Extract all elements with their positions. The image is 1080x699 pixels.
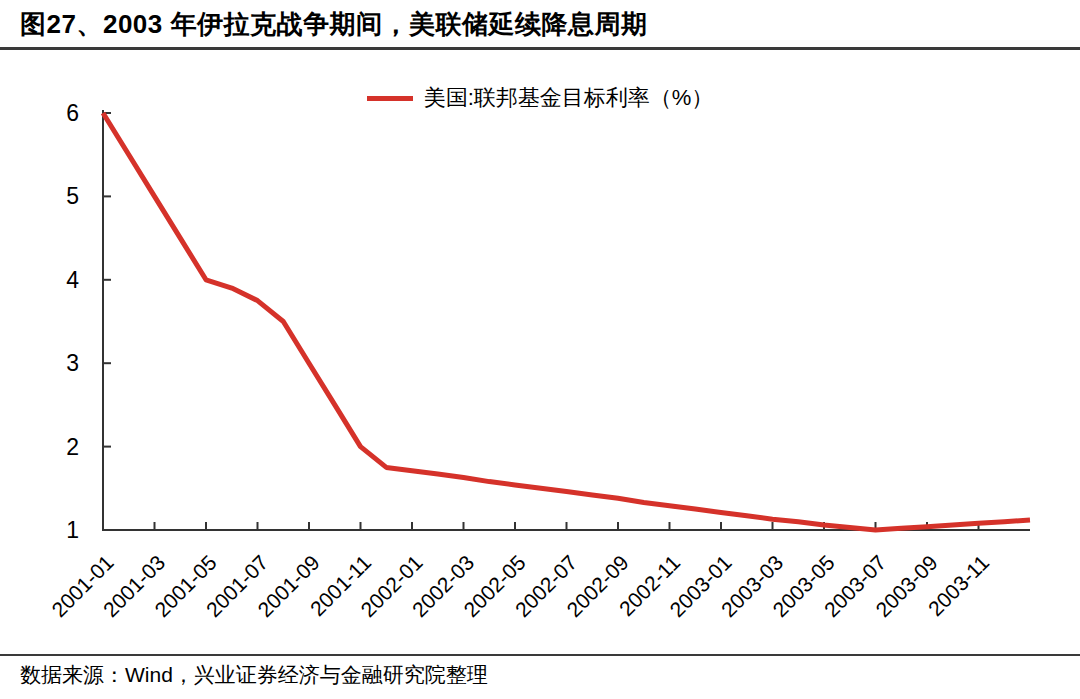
figure-panel: 图27、2003 年伊拉克战争期间，美联储延续降息周期 美国:联邦基金目标利率（… — [0, 0, 1080, 699]
y-tick-label: 4 — [66, 267, 79, 293]
y-tick-label: 3 — [66, 350, 79, 376]
footer-divider — [0, 654, 1080, 656]
y-tick-label: 5 — [66, 183, 79, 209]
y-tick-label: 1 — [66, 517, 79, 543]
y-tick-label: 6 — [66, 100, 79, 126]
line-chart: 1234562001-012001-032001-052001-072001-0… — [0, 0, 1080, 699]
data-source: 数据来源：Wind，兴业证券经济与金融研究院整理 — [20, 661, 488, 689]
rate-line — [103, 113, 1030, 530]
y-tick-label: 2 — [66, 434, 79, 460]
